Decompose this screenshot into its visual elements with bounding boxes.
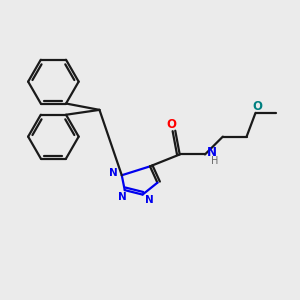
Text: N: N	[109, 168, 118, 178]
Text: N: N	[118, 192, 127, 202]
Text: N: N	[206, 146, 217, 160]
Text: O: O	[252, 100, 262, 113]
Text: O: O	[167, 118, 177, 131]
Text: N: N	[145, 195, 154, 205]
Text: H: H	[211, 156, 218, 166]
